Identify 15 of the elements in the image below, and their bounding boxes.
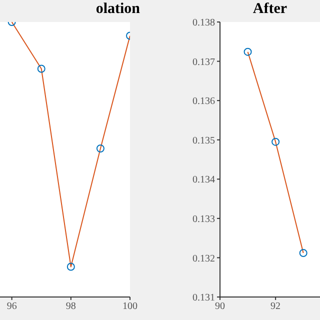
y-tick-label: 0.134 xyxy=(192,174,215,186)
x-tick-label: 90 xyxy=(215,301,225,312)
x-tick-label: 92 xyxy=(270,301,281,312)
y-tick-label: 0.132 xyxy=(192,253,215,264)
y-tick-label: 0.131 xyxy=(192,292,215,304)
y-tick-label: 0.135 xyxy=(192,135,215,146)
y-tick-label: 0.137 xyxy=(192,56,215,68)
x-tick-label: 100 xyxy=(122,301,138,312)
chart-title: olation xyxy=(94,0,140,18)
y-tick-label: 0.133 xyxy=(192,214,215,225)
y-tick-label: 0.136 xyxy=(192,96,215,108)
y-tick-label: 0.138 xyxy=(192,18,215,29)
chart-title: After xyxy=(252,0,288,18)
x-tick-label: 96 xyxy=(6,301,17,312)
x-tick-label: 98 xyxy=(66,301,76,312)
